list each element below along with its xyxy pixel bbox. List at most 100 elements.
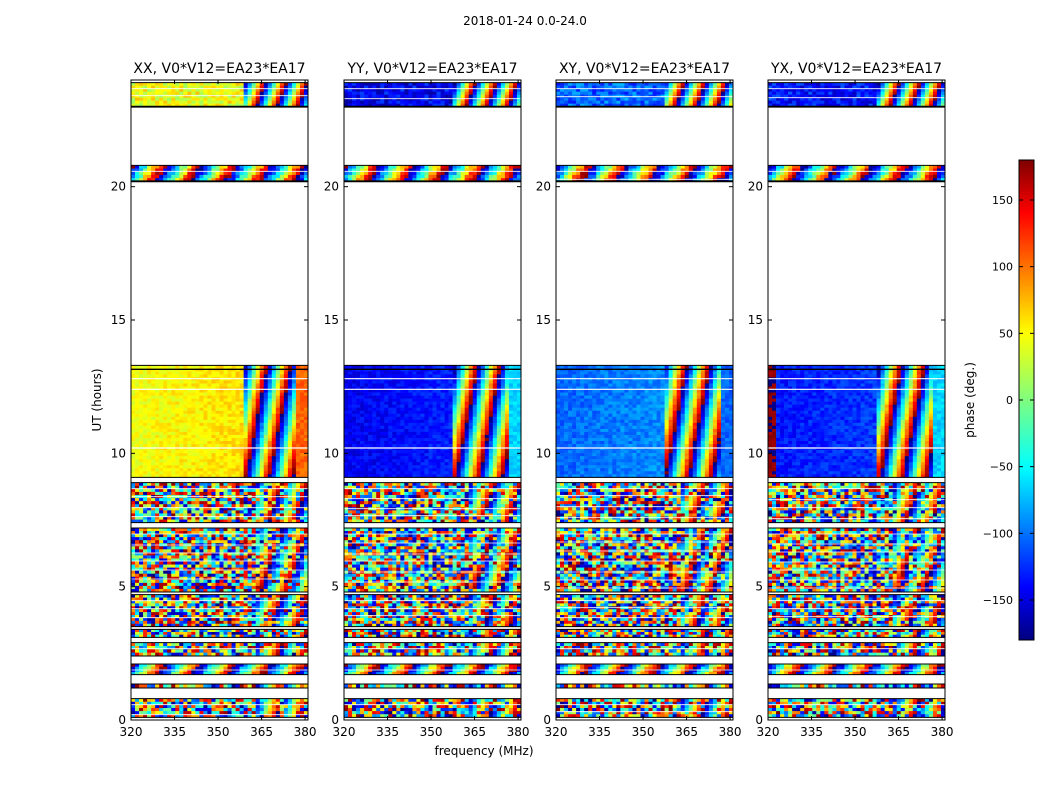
heatmap-cell: [263, 407, 269, 412]
heatmap-cell: [135, 498, 140, 502]
heatmap-cell: [223, 97, 228, 101]
heatmap-cell: [163, 620, 168, 625]
heatmap-cell: [303, 459, 309, 463]
heatmap-cell: [195, 570, 200, 575]
heatmap-cell: [287, 91, 293, 95]
heatmap-cell: [283, 698, 289, 703]
heatmap-cell: [179, 507, 184, 511]
heatmap-cell: [287, 623, 293, 627]
heatmap-cell: [231, 519, 236, 523]
heatmap-cell: [279, 401, 285, 405]
heatmap-cell: [267, 485, 273, 490]
heatmap-cell: [187, 365, 192, 369]
heatmap-cell: [299, 491, 305, 496]
heatmap-cell: [179, 504, 184, 508]
heatmap-cell: [211, 609, 216, 613]
heatmap-cell: [135, 434, 140, 439]
heatmap-cell: [287, 395, 293, 399]
heatmap-cell: [291, 531, 297, 535]
heatmap-cell: [267, 450, 273, 454]
heatmap-cell: [267, 555, 273, 559]
heatmap-cell: [227, 491, 232, 496]
heatmap-cell: [195, 485, 200, 490]
heatmap-cell: [239, 450, 244, 454]
heatmap-cell: [139, 510, 144, 514]
heatmap-cell: [175, 168, 180, 173]
heatmap-cell: [179, 649, 184, 653]
heatmap-cell: [231, 94, 236, 98]
heatmap-cell: [171, 634, 176, 638]
heatmap-cell: [139, 168, 144, 173]
heatmap-cell: [147, 649, 152, 653]
heatmap-cell: [191, 425, 196, 430]
heatmap-cell: [295, 82, 301, 86]
heatmap-cell: [239, 711, 244, 715]
heatmap-cell: [227, 684, 232, 689]
heatmap-cell: [191, 704, 196, 709]
heatmap-cell: [131, 632, 136, 635]
heatmap-cell: [227, 549, 232, 553]
heatmap-cell: [223, 501, 228, 505]
heatmap-cell: [299, 588, 305, 593]
heatmap-cell: [239, 407, 244, 412]
heatmap-cell: [263, 632, 269, 635]
heatmap-cell: [251, 398, 256, 402]
heatmap-cell: [279, 714, 285, 718]
heatmap-cell: [203, 85, 208, 89]
heatmap-cell: [283, 507, 289, 511]
heatmap-cell: [235, 564, 240, 568]
heatmap-cell: [171, 482, 176, 487]
heatmap-cell: [279, 365, 285, 369]
heatmap-cell: [227, 413, 232, 418]
heatmap-cell: [239, 582, 244, 587]
heatmap-cell: [195, 519, 200, 523]
heatmap-cell: [295, 711, 301, 715]
heatmap-cell: [255, 649, 261, 653]
heatmap-cell: [171, 422, 176, 427]
heatmap-cell: [131, 564, 136, 568]
heatmap-cell: [175, 82, 180, 86]
heatmap-cell: [223, 392, 228, 396]
heatmap-cell: [143, 410, 148, 415]
heatmap-cell: [299, 629, 305, 633]
heatmap-cell: [191, 474, 196, 478]
heatmap-cell: [219, 666, 224, 670]
heatmap-cell: [159, 82, 164, 86]
heatmap-cell: [271, 597, 277, 601]
heatmap-cell: [235, 540, 240, 544]
heatmap-cell: [267, 374, 273, 378]
heatmap-cell: [231, 174, 236, 179]
heatmap-cell: [299, 609, 305, 613]
heatmap-cell: [159, 168, 164, 173]
heatmap-cell: [271, 365, 277, 369]
heatmap-cell: [267, 410, 273, 415]
heatmap-cell: [263, 567, 269, 571]
heatmap-cell: [159, 453, 164, 457]
heatmap-cell: [239, 620, 244, 625]
heatmap-cell: [203, 395, 208, 399]
heatmap-cell: [135, 606, 140, 610]
heatmap-cell: [175, 552, 180, 556]
heatmap-cell: [287, 392, 293, 396]
heatmap-cell: [187, 488, 192, 493]
heatmap-cell: [279, 603, 285, 607]
heatmap-cell: [299, 510, 305, 514]
heatmap-cell: [131, 504, 136, 508]
heatmap-cell: [223, 85, 228, 89]
heatmap-cell: [219, 488, 224, 493]
heatmap-cell: [131, 546, 136, 550]
heatmap-cell: [299, 389, 305, 393]
heatmap-cell: [247, 425, 252, 430]
heatmap-cell: [227, 416, 232, 421]
heatmap-cell: [235, 404, 240, 409]
heatmap-cell: [183, 576, 188, 581]
heatmap-cell: [131, 603, 136, 607]
heatmap-cell: [235, 450, 240, 454]
heatmap-cell: [155, 178, 160, 182]
heatmap-cell: [275, 567, 281, 571]
heatmap-cell: [147, 666, 152, 670]
heatmap-cell: [231, 664, 236, 667]
heatmap-cell: [223, 609, 228, 613]
heatmap-cell: [199, 389, 204, 393]
heatmap-cell: [199, 576, 204, 581]
